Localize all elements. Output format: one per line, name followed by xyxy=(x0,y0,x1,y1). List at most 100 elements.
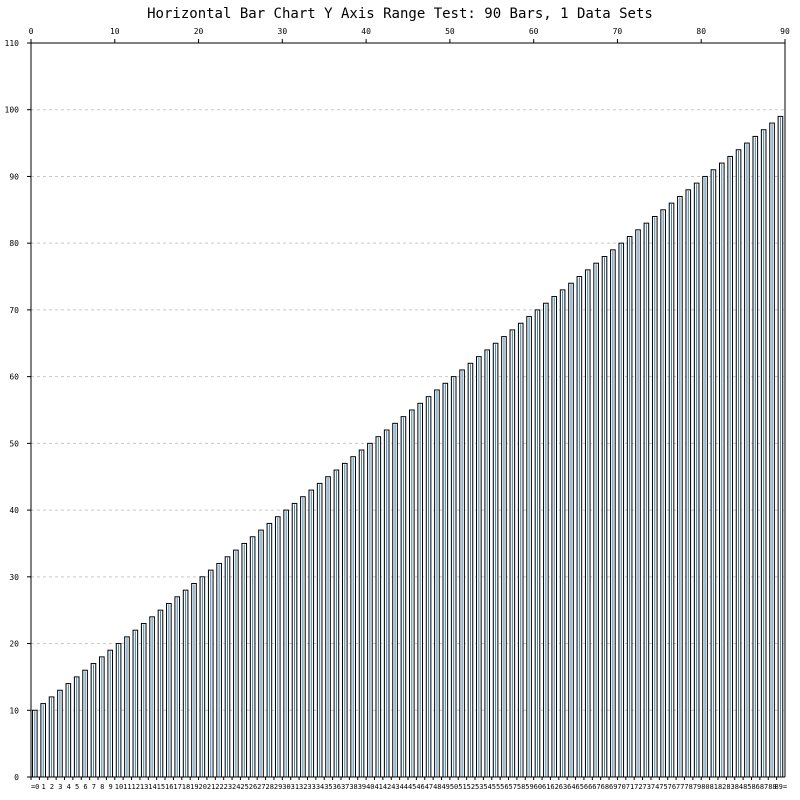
y-tick-label: 70 xyxy=(9,306,19,315)
x-tick-label: 14 xyxy=(148,783,156,791)
x-tick-label: 24 xyxy=(232,783,240,791)
x-tick-label: 42 xyxy=(383,783,391,791)
y-tick-label: 20 xyxy=(9,640,19,649)
x-tick-label: 59 xyxy=(525,783,533,791)
x-tick-label: 65 xyxy=(576,783,584,791)
x-tick-label: 68 xyxy=(601,783,609,791)
y-tick-label: 100 xyxy=(5,106,20,115)
x-tick-label: 58 xyxy=(517,783,525,791)
x-tick-label: 83 xyxy=(726,783,734,791)
bars xyxy=(32,115,784,778)
x-tick-label: 13 xyxy=(140,783,148,791)
x-tick-label: 33 xyxy=(307,783,315,791)
x-tick-label: 62 xyxy=(550,783,558,791)
top-tick-label: 60 xyxy=(529,27,539,36)
x-tick-label: 67 xyxy=(592,783,600,791)
y-tick-label: 90 xyxy=(9,172,19,181)
x-tick-label: 63 xyxy=(559,783,567,791)
x-tick-label: 47 xyxy=(425,783,433,791)
axes xyxy=(27,39,786,780)
top-tick-label: 80 xyxy=(696,27,706,36)
x-tick-label: 35 xyxy=(324,783,332,791)
x-tick-label: 57 xyxy=(509,783,517,791)
x-tick-label: 70 xyxy=(617,783,625,791)
x-tick-label: 84 xyxy=(735,783,743,791)
x-tick-label: 17 xyxy=(173,783,181,791)
x-tick-label: 38 xyxy=(349,783,357,791)
x-tick-label: 18 xyxy=(182,783,190,791)
x-tick-label: 37 xyxy=(341,783,349,791)
x-tick-label: 80 xyxy=(701,783,709,791)
top-tick-label: 20 xyxy=(194,27,204,36)
x-tick-label: 34 xyxy=(316,783,324,791)
x-tick-label: 89= xyxy=(774,783,787,791)
x-tick-label: 66 xyxy=(584,783,592,791)
x-tick-label: 4 xyxy=(67,783,71,791)
x-tick-label: 78 xyxy=(684,783,692,791)
x-tick-label: 29 xyxy=(274,783,282,791)
x-tick-label: 86 xyxy=(751,783,759,791)
x-tick-label: 20 xyxy=(199,783,207,791)
x-tick-label: 39 xyxy=(358,783,366,791)
x-tick-label: 72 xyxy=(634,783,642,791)
y-tick-label: 0 xyxy=(14,773,19,782)
x-tick-label: 45 xyxy=(408,783,416,791)
x-tick-label: 23 xyxy=(224,783,232,791)
x-tick-label: 75 xyxy=(659,783,667,791)
x-tick-label: 48 xyxy=(433,783,441,791)
x-tick-label: 82 xyxy=(718,783,726,791)
x-tick-label: 9 xyxy=(108,783,112,791)
y-tick-label: 110 xyxy=(5,39,20,48)
x-tick-label: 44 xyxy=(400,783,408,791)
x-tick-label: 88 xyxy=(768,783,776,791)
x-tick-label: 12 xyxy=(132,783,140,791)
top-tick-label: 50 xyxy=(445,27,455,36)
x-tick-label: 60 xyxy=(534,783,542,791)
x-tick-label: 3 xyxy=(58,783,62,791)
x-tick-label: 10 xyxy=(115,783,123,791)
x-tick-label: 28 xyxy=(266,783,274,791)
x-tick-label: 22 xyxy=(215,783,223,791)
x-tick-label: 15 xyxy=(157,783,165,791)
x-tick-label: 6 xyxy=(83,783,87,791)
x-tick-label: 73 xyxy=(643,783,651,791)
x-tick-label: 31 xyxy=(291,783,299,791)
y-tick-label: 10 xyxy=(9,706,19,715)
x-tick-label: 53 xyxy=(475,783,483,791)
x-tick-label: =0 xyxy=(31,783,39,791)
x-tick-label: 52 xyxy=(467,783,475,791)
x-tick-label: 2 xyxy=(50,783,54,791)
x-tick-label: 76 xyxy=(668,783,676,791)
x-tick-label: 16 xyxy=(165,783,173,791)
x-tick-label: 7 xyxy=(92,783,96,791)
x-tick-label: 55 xyxy=(492,783,500,791)
x-tick-label: 41 xyxy=(374,783,382,791)
x-tick-label: 40 xyxy=(366,783,374,791)
x-tick-label: 77 xyxy=(676,783,684,791)
x-tick-label: 81 xyxy=(710,783,718,791)
x-tick-label: 11 xyxy=(123,783,131,791)
top-tick-label: 70 xyxy=(613,27,623,36)
x-tick-label: 46 xyxy=(416,783,424,791)
x-tick-label: 21 xyxy=(207,783,215,791)
x-tick-label: 54 xyxy=(483,783,491,791)
x-tick-label: 79 xyxy=(693,783,701,791)
x-tick-label: 8 xyxy=(100,783,104,791)
y-tick-label: 60 xyxy=(9,373,19,382)
top-tick-label: 10 xyxy=(110,27,120,36)
x-tick-label: 51 xyxy=(458,783,466,791)
x-tick-label: 32 xyxy=(299,783,307,791)
x-tick-label: 74 xyxy=(651,783,659,791)
x-tick-label: 5 xyxy=(75,783,79,791)
x-tick-label: 36 xyxy=(333,783,341,791)
x-tick-label: 85 xyxy=(743,783,751,791)
x-tick-label: 49 xyxy=(441,783,449,791)
x-tick-label: 25 xyxy=(240,783,248,791)
x-tick-label: 27 xyxy=(257,783,265,791)
x-tick-label: 56 xyxy=(500,783,508,791)
x-tick-label: 87 xyxy=(760,783,768,791)
top-tick-label: 0 xyxy=(29,27,34,36)
x-tick-label: 71 xyxy=(626,783,634,791)
y-tick-label: 30 xyxy=(9,573,19,582)
